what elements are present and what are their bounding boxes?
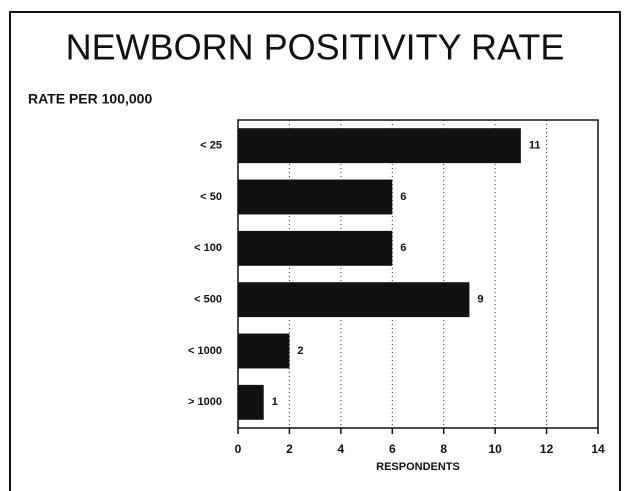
x-tick-label: 4 <box>338 442 345 456</box>
bar <box>238 282 470 318</box>
x-axis-label: RESPONDENTS <box>376 461 460 473</box>
chart-title: NEWBORN POSITIVITY RATE <box>66 27 565 68</box>
y-tick-label: < 1000 <box>188 345 222 357</box>
y-tick-label: < 50 <box>200 191 222 203</box>
bar <box>238 384 264 420</box>
x-tick-label: 8 <box>440 442 447 456</box>
data-label: 6 <box>400 242 406 254</box>
x-tick-label: 12 <box>540 442 554 456</box>
x-tick-label: 2 <box>286 442 293 456</box>
data-label: 1 <box>272 396 278 408</box>
data-label: 11 <box>529 140 541 152</box>
y-tick-label: < 25 <box>200 140 222 152</box>
bar <box>238 230 393 266</box>
data-label: 9 <box>477 294 483 306</box>
x-tick-label: 14 <box>591 442 605 456</box>
frame <box>9 11 621 491</box>
y-tick-label: < 500 <box>194 294 222 306</box>
data-label: 6 <box>400 191 406 203</box>
y-tick-label: < 100 <box>194 242 222 254</box>
bar <box>238 333 290 369</box>
x-tick-label: 6 <box>389 442 396 456</box>
y-axis-label: RATE PER 100,000 <box>28 91 152 107</box>
y-tick-label: > 1000 <box>188 396 222 408</box>
data-label: 2 <box>297 345 303 357</box>
x-tick-label: 0 <box>235 442 242 456</box>
bar <box>238 128 521 164</box>
x-tick-label: 10 <box>488 442 502 456</box>
bar <box>238 179 393 215</box>
plot-frame <box>237 119 599 429</box>
